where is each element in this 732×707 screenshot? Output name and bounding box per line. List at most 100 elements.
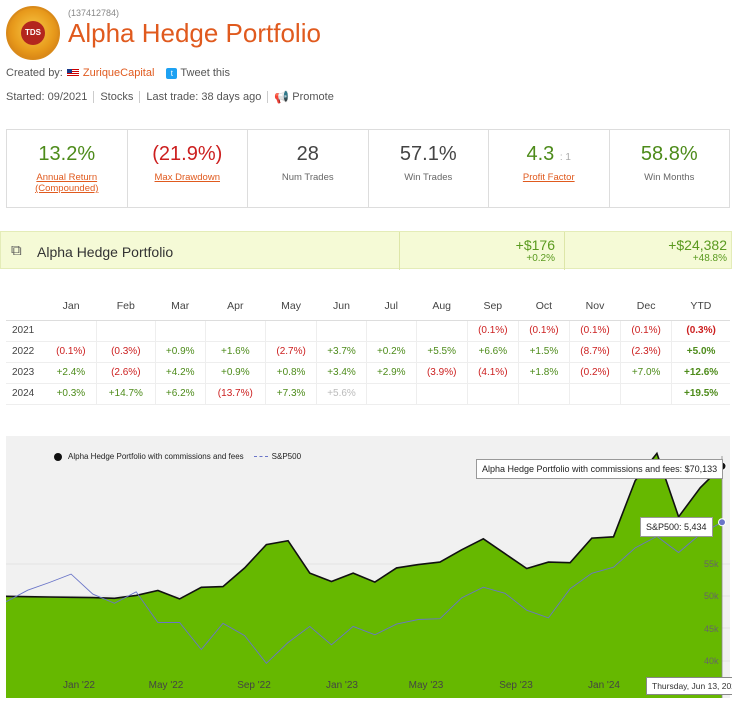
month-return-cell: +0.8%: [265, 362, 318, 384]
stat-value: (21.9%): [152, 143, 223, 165]
month-return-cell: +6.6%: [467, 341, 519, 363]
year-cell: 2024: [6, 383, 46, 405]
divider: [139, 91, 141, 103]
started-date: Started: 09/2021: [6, 91, 88, 103]
month-return-cell: +0.2%: [366, 341, 417, 363]
month-return-cell: (2.6%): [96, 362, 156, 384]
month-return-cell: (3.9%): [416, 362, 468, 384]
stat-label-link[interactable]: Annual Return (Compounded): [35, 172, 99, 194]
month-return-cell: (0.1%): [467, 320, 519, 342]
ytd-cell: +5.0%: [671, 341, 730, 363]
portfolio-line: [6, 451, 723, 600]
month-header: May: [265, 292, 317, 321]
month-return-cell: +3.4%: [316, 362, 367, 384]
month-return-cell: +1.5%: [518, 341, 570, 363]
divider: [267, 91, 269, 103]
monthly-returns-table: Jan Feb Mar Apr May Jun Jul Aug Sep Oct Nov Dec YTD …: [6, 292, 730, 405]
promote-link[interactable]: Promote: [292, 91, 334, 103]
tweet-link[interactable]: Tweet this: [180, 67, 230, 79]
month-header: Feb: [96, 292, 156, 321]
month-return-cell: (0.1%): [620, 320, 673, 342]
y-tick-label: 45k: [704, 624, 719, 634]
year-cell: 2023: [6, 362, 46, 384]
external-link-icon[interactable]: ⧉: [11, 242, 22, 259]
tooltip-sp500: S&P500: 5,434: [640, 517, 713, 537]
month-return-cell: (0.1%): [46, 341, 97, 363]
month-return-cell: +0.9%: [155, 341, 206, 363]
total-amount: +$24,382: [668, 237, 727, 253]
month-return-cell: (0.1%): [518, 320, 570, 342]
stat-label: Win Trades: [404, 172, 453, 183]
equity-chart-svg[interactable]: [6, 436, 730, 698]
table-row: 2022 (0.1%) (0.3%) +0.9% +1.6% (2.7%) +3.7% +0.…: [6, 341, 730, 363]
month-return-cell: +1.6%: [205, 341, 267, 363]
table-row: 2024 +0.3% +14.7% +6.2% (13.7%) +7.3% +5.6% +19…: [6, 383, 730, 405]
equity-chart[interactable]: Alpha Hedge Portfolio with commissions a…: [6, 436, 730, 698]
top-system-badge-icon: TDS: [6, 6, 60, 60]
month-header: Aug: [416, 292, 468, 321]
stat-value: 4.3: [526, 143, 555, 165]
ytd-cell: +19.5%: [671, 383, 730, 405]
month-return-cell: [205, 320, 267, 342]
year-cell: 2021: [6, 320, 46, 342]
y-tick-label: 50k: [704, 591, 719, 601]
total-pct: +48.8%: [692, 253, 727, 264]
stat-value: 28: [296, 143, 319, 165]
month-return-cell: +7.0%: [620, 362, 673, 384]
stat-label-link[interactable]: Max Drawdown: [154, 172, 220, 183]
y-tick-label: 40k: [704, 656, 719, 666]
stat-label-link[interactable]: Profit Factor: [522, 172, 575, 183]
stat-num-trades: 28 Num Trades: [248, 130, 369, 207]
y-tick-label: 55k: [704, 559, 719, 569]
year-cell: 2022: [6, 341, 46, 363]
month-header: Jan: [46, 292, 97, 321]
x-tick-label: Jan '23: [326, 680, 358, 691]
month-return-cell: [316, 320, 367, 342]
creator-link[interactable]: ZuriqueCapital: [82, 67, 155, 79]
month-return-cell: [416, 320, 468, 342]
stat-win-months: 58.8% Win Months: [610, 130, 730, 207]
legend-portfolio-marker: [54, 452, 62, 461]
twitter-icon[interactable]: t: [166, 67, 178, 79]
month-header: Apr: [205, 292, 266, 321]
month-return-cell: [46, 320, 97, 342]
stats-panel: 13.2% Annual Return (Compounded) (21.9%)…: [6, 129, 730, 208]
month-return-cell: [518, 383, 570, 405]
tooltip-date: Thursday, Jun 13, 2024: [646, 677, 732, 695]
table-row: 2023 +2.4% (2.6%) +4.2% +0.9% +0.8% +3.4% +2.9%…: [6, 362, 730, 384]
month-return-cell: +0.3%: [46, 383, 97, 405]
x-tick-label: Sep '23: [499, 680, 533, 691]
month-return-cell: (2.7%): [265, 341, 318, 363]
ratio-suffix: : 1: [559, 152, 571, 163]
month-return-cell: [265, 320, 318, 342]
sp500-hover-marker: [718, 518, 726, 527]
divider: [564, 232, 565, 270]
stat-max-drawdown: (21.9%) Max Drawdown: [128, 130, 248, 207]
chart-legend: Alpha Hedge Portfolio with commissions a…: [54, 452, 301, 461]
us-flag-icon: [66, 69, 79, 77]
legend-portfolio[interactable]: Alpha Hedge Portfolio with commissions a…: [68, 452, 244, 461]
megaphone-icon[interactable]: 📢: [274, 90, 290, 104]
month-return-cell: +14.7%: [96, 383, 156, 405]
sp500-line: [6, 521, 723, 664]
month-return-cell: +1.8%: [518, 362, 570, 384]
month-return-cell: (0.2%): [569, 362, 622, 384]
stat-value: 57.1%: [399, 143, 457, 165]
last-trade: Last trade: 38 days ago: [146, 91, 262, 103]
month-header: Jun: [316, 292, 367, 321]
system-id: (137412784): [68, 8, 120, 18]
month-return-cell: +0.9%: [205, 362, 267, 384]
month-return-cell: [366, 383, 417, 405]
year-header: [6, 292, 46, 321]
portfolio-area: [6, 453, 722, 698]
month-return-cell: [620, 383, 673, 405]
month-return-cell: [96, 320, 156, 342]
creator-line: Created by: ZuriqueCapital t Tweet this: [6, 67, 230, 79]
month-return-cell: [416, 383, 468, 405]
month-return-cell: +4.2%: [155, 362, 206, 384]
divider: [93, 91, 95, 103]
legend-sp500[interactable]: S&P500: [271, 452, 302, 461]
month-header: Sep: [467, 292, 519, 321]
page-header: TDS (137412784) Alpha Hedge Portfolio: [6, 4, 726, 60]
portfolio-name[interactable]: Alpha Hedge Portfolio: [37, 244, 174, 260]
